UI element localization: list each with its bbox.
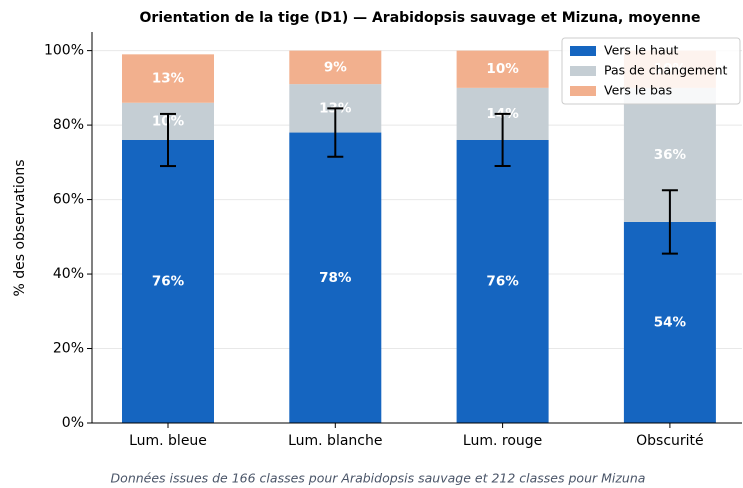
chart-title: Orientation de la tige (D1) — Arabidopsi… bbox=[140, 10, 701, 26]
value-label: 54% bbox=[654, 314, 687, 330]
x-tick-label: Lum. rouge bbox=[463, 433, 542, 449]
y-tick-label: 80% bbox=[53, 117, 84, 133]
bar-segment bbox=[623, 221, 716, 423]
bar-segment bbox=[456, 139, 549, 423]
bar-segment bbox=[289, 132, 382, 424]
value-label: 36% bbox=[654, 147, 687, 163]
error-bar bbox=[160, 112, 176, 168]
bar-segment bbox=[289, 50, 382, 85]
y-axis-label: % des observations bbox=[12, 159, 28, 296]
value-label: 10% bbox=[486, 61, 519, 77]
legend-swatch bbox=[570, 66, 596, 76]
caption: Données issues de 166 classes pour Arabi… bbox=[111, 471, 646, 486]
y-tick-label: 60% bbox=[53, 192, 84, 208]
x-tick-label: Obscurité bbox=[636, 433, 704, 449]
bar-segment bbox=[122, 139, 214, 423]
y-tick-label: 40% bbox=[53, 266, 84, 282]
value-label: 76% bbox=[486, 273, 519, 289]
legend-swatch bbox=[570, 86, 596, 96]
value-label: 78% bbox=[319, 270, 352, 286]
y-tick-label: 100% bbox=[44, 43, 84, 59]
value-label: 76% bbox=[152, 273, 185, 289]
legend-label: Pas de changement bbox=[604, 63, 728, 78]
error-bar bbox=[327, 107, 344, 158]
legend-label: Vers le bas bbox=[604, 83, 672, 98]
bar-segment bbox=[456, 50, 549, 88]
value-label: 9% bbox=[324, 59, 347, 75]
legend-label: Vers le haut bbox=[604, 43, 679, 58]
y-tick-label: 0% bbox=[62, 415, 84, 431]
value-label: 13% bbox=[152, 71, 185, 87]
legend-box bbox=[561, 37, 741, 105]
bar-segment bbox=[122, 54, 214, 103]
x-tick-label: Lum. bleue bbox=[129, 433, 207, 449]
error-bar bbox=[661, 189, 678, 255]
y-tick-label: 20% bbox=[53, 341, 84, 357]
legend-swatch bbox=[570, 46, 596, 56]
x-tick-label: Lum. blanche bbox=[288, 433, 382, 449]
error-bar bbox=[494, 112, 511, 168]
